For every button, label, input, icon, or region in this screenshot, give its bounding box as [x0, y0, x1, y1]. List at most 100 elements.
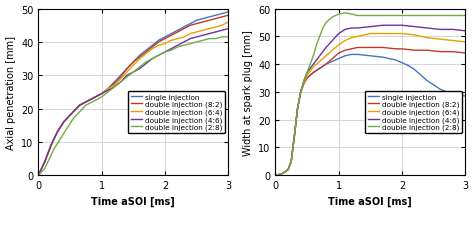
single injection	[73, 108, 79, 110]
double injection (2:8)	[314, 44, 319, 47]
double injection (2:8)	[200, 40, 206, 42]
single injection	[51, 138, 57, 140]
single injection	[156, 40, 162, 42]
double injection (2:8)	[111, 86, 117, 89]
double injection (6:4)	[111, 85, 117, 87]
double injection (2:8)	[48, 154, 54, 157]
double injection (2:8)	[92, 99, 98, 102]
double injection (6:4)	[194, 32, 200, 34]
single injection	[412, 69, 418, 72]
single injection	[64, 118, 70, 120]
double injection (6:4)	[58, 126, 64, 129]
double injection (4:6)	[194, 36, 200, 39]
double injection (8:2)	[367, 47, 373, 50]
single injection	[292, 135, 297, 138]
double injection (2:8)	[105, 91, 111, 94]
Y-axis label: Axial penetration [mm]: Axial penetration [mm]	[6, 36, 16, 149]
double injection (2:8)	[188, 43, 193, 46]
double injection (2:8)	[336, 14, 342, 16]
double injection (4:6)	[162, 51, 168, 54]
double injection (2:8)	[130, 71, 136, 74]
double injection (4:6)	[207, 33, 212, 36]
single injection	[67, 114, 73, 117]
double injection (8:2)	[355, 47, 361, 50]
double injection (4:6)	[355, 27, 361, 30]
double injection (6:4)	[380, 33, 386, 36]
double injection (4:6)	[367, 26, 373, 29]
double injection (6:4)	[89, 98, 95, 101]
double injection (8:2)	[437, 51, 443, 54]
double injection (6:4)	[317, 61, 322, 63]
double injection (2:8)	[288, 160, 294, 163]
double injection (4:6)	[380, 25, 386, 27]
double injection (8:2)	[288, 160, 294, 163]
double injection (4:6)	[323, 47, 329, 50]
double injection (8:2)	[96, 94, 101, 97]
double injection (8:2)	[181, 28, 187, 31]
double injection (8:2)	[329, 58, 335, 61]
double injection (2:8)	[399, 15, 405, 18]
single injection	[348, 54, 354, 56]
double injection (8:2)	[336, 52, 342, 55]
double injection (8:2)	[48, 144, 54, 147]
double injection (4:6)	[348, 27, 354, 30]
single injection	[418, 74, 424, 77]
double injection (2:8)	[301, 80, 307, 83]
double injection (6:4)	[348, 37, 354, 40]
double injection (2:8)	[77, 111, 82, 114]
double injection (2:8)	[118, 81, 124, 84]
double injection (8:2)	[80, 103, 85, 106]
double injection (8:2)	[70, 111, 76, 114]
double injection (6:4)	[169, 40, 174, 42]
double injection (2:8)	[425, 15, 430, 18]
double injection (6:4)	[367, 33, 373, 36]
double injection (4:6)	[42, 161, 47, 164]
double injection (6:4)	[67, 114, 73, 117]
Line: double injection (4:6): double injection (4:6)	[38, 29, 228, 176]
double injection (8:2)	[342, 50, 348, 52]
double injection (6:4)	[292, 135, 297, 138]
double injection (8:2)	[39, 167, 45, 170]
double injection (4:6)	[86, 99, 92, 102]
double injection (6:4)	[285, 169, 291, 171]
single injection	[437, 88, 443, 91]
double injection (2:8)	[89, 101, 95, 104]
single injection	[175, 30, 181, 32]
double injection (8:2)	[77, 104, 82, 107]
double injection (4:6)	[64, 118, 70, 120]
double injection (8:2)	[393, 48, 399, 51]
Legend: single injection, double injection (8:2), double injection (6:4), double injecti: single injection, double injection (8:2)…	[128, 91, 225, 133]
double injection (6:4)	[130, 65, 136, 67]
double injection (2:8)	[213, 38, 219, 41]
double injection (4:6)	[213, 32, 219, 34]
double injection (6:4)	[279, 173, 284, 176]
single injection	[105, 88, 111, 90]
double injection (6:4)	[188, 33, 193, 36]
double injection (4:6)	[80, 103, 85, 106]
single injection	[329, 61, 335, 63]
single injection	[367, 55, 373, 58]
double injection (2:8)	[61, 133, 66, 135]
double injection (4:6)	[124, 74, 130, 77]
single injection	[431, 84, 437, 87]
double injection (8:2)	[149, 46, 155, 49]
double injection (6:4)	[118, 78, 124, 81]
double injection (2:8)	[36, 174, 41, 177]
double injection (4:6)	[130, 71, 136, 74]
double injection (4:6)	[295, 108, 301, 110]
single injection	[55, 131, 60, 134]
Line: single injection: single injection	[275, 55, 465, 176]
double injection (6:4)	[124, 71, 130, 74]
single injection	[118, 74, 124, 77]
double injection (6:4)	[92, 96, 98, 99]
double injection (8:2)	[207, 20, 212, 22]
double injection (6:4)	[342, 40, 348, 43]
double injection (6:4)	[105, 88, 111, 90]
double injection (4:6)	[288, 160, 294, 163]
double injection (2:8)	[355, 15, 361, 18]
double injection (6:4)	[425, 37, 430, 40]
double injection (2:8)	[143, 61, 149, 64]
double injection (4:6)	[450, 29, 456, 32]
double injection (6:4)	[207, 28, 212, 31]
double injection (2:8)	[342, 12, 348, 15]
